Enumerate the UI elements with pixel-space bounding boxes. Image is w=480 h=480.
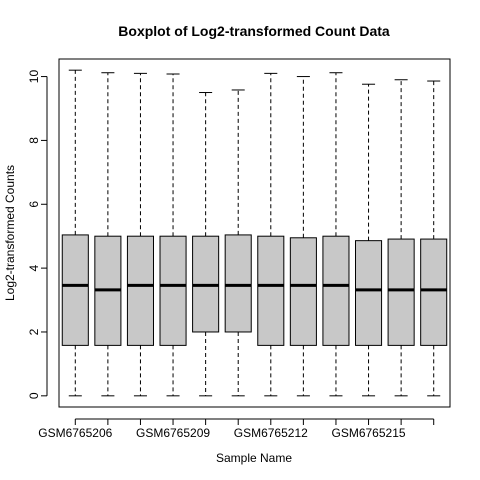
box-GSM6765209 bbox=[159, 73, 187, 397]
box-GSM6765206 bbox=[61, 69, 89, 397]
box-body bbox=[61, 234, 89, 346]
box-body bbox=[224, 234, 252, 333]
y-tick-label: 6 bbox=[27, 201, 41, 208]
box-GSM6765211 bbox=[224, 89, 252, 397]
box-body bbox=[159, 235, 187, 346]
box-body bbox=[257, 235, 285, 346]
x-tick-label: GSM6765215 bbox=[332, 426, 406, 440]
y-axis-label: Log2-transformed Counts bbox=[3, 165, 17, 301]
box-body bbox=[322, 235, 350, 346]
y-axis: 0 2 4 6 8 10 bbox=[27, 70, 48, 399]
box-body bbox=[420, 238, 448, 346]
box-body bbox=[355, 240, 383, 346]
y-tick-label: 10 bbox=[27, 70, 41, 84]
y-tick-label: 8 bbox=[27, 137, 41, 144]
box-body bbox=[387, 238, 415, 346]
y-tick-label: 2 bbox=[27, 328, 41, 335]
box-body bbox=[126, 235, 154, 346]
box-GSM6765217 bbox=[420, 80, 448, 397]
chart-title: Boxplot of Log2-transformed Count Data bbox=[118, 23, 390, 39]
box-GSM6765207 bbox=[94, 72, 122, 397]
boxes-group bbox=[61, 69, 448, 397]
plot-frame bbox=[58, 58, 451, 408]
y-tick-label: 4 bbox=[27, 264, 41, 271]
x-tick-label: GSM6765209 bbox=[136, 426, 210, 440]
box-GSM6765210 bbox=[192, 92, 220, 397]
y-tick-label: 0 bbox=[27, 392, 41, 399]
box-GSM6765208 bbox=[126, 72, 154, 397]
box-GSM6765215 bbox=[355, 83, 383, 397]
x-axis-label: Sample Name bbox=[216, 451, 292, 465]
x-tick-label: GSM6765206 bbox=[38, 426, 112, 440]
x-tick-label: GSM6765212 bbox=[234, 426, 308, 440]
box-GSM6765212 bbox=[257, 72, 285, 397]
box-GSM6765213 bbox=[289, 76, 317, 397]
x-axis: GSM6765206 GSM6765209 GSM6765212 GSM6765215 bbox=[38, 418, 435, 440]
box-GSM6765216 bbox=[387, 79, 415, 397]
box-GSM6765214 bbox=[322, 72, 350, 397]
box-body bbox=[289, 237, 317, 346]
